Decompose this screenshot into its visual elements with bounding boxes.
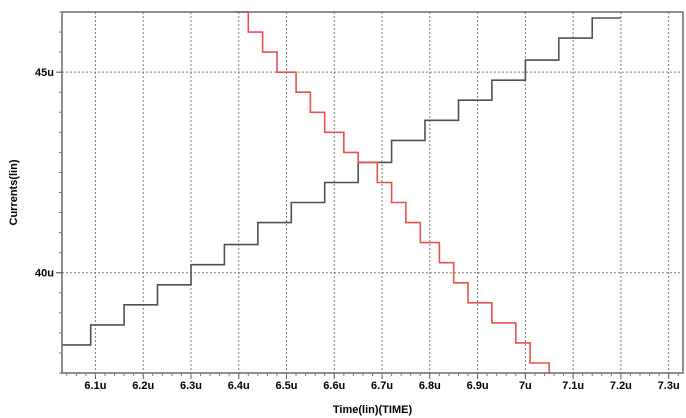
plot-area-frame bbox=[61, 11, 684, 374]
x-tick-label: 7.3u bbox=[658, 380, 680, 392]
y-tick-label: 40u bbox=[35, 268, 54, 280]
x-tick-label: 7.1u bbox=[562, 380, 584, 392]
y-tick-label: 45u bbox=[35, 67, 54, 79]
x-axis-title: Time(lin)(TIME) bbox=[333, 404, 413, 416]
x-tick-label: 6.6u bbox=[323, 380, 345, 392]
x-tick-label: 7u bbox=[519, 380, 532, 392]
series-line-1 bbox=[62, 17, 621, 346]
x-tick-label: 6.7u bbox=[371, 380, 393, 392]
axis-ticks bbox=[56, 11, 679, 379]
x-tick-label: 6.4u bbox=[228, 380, 250, 392]
x-tick-label: 6.3u bbox=[180, 380, 202, 392]
x-tick-label: 6.9u bbox=[467, 380, 489, 392]
x-tick-label: 6.5u bbox=[276, 380, 298, 392]
tick-labels: 6.1u 6.2u 6.3u 6.4u 6.5u 6.6u 6.7u 6.8u 6.9u 7u 7.… bbox=[35, 67, 680, 392]
x-tick-label: 6.1u bbox=[84, 380, 106, 392]
series-group bbox=[62, 11, 621, 373]
gridlines bbox=[62, 12, 683, 373]
x-tick-label: 6.8u bbox=[419, 380, 441, 392]
x-tick-label: 7.2u bbox=[610, 380, 632, 392]
y-axis-title: Currents(lin) bbox=[8, 159, 20, 225]
x-tick-label: 6.2u bbox=[132, 380, 154, 392]
series-line-2 bbox=[234, 11, 550, 373]
